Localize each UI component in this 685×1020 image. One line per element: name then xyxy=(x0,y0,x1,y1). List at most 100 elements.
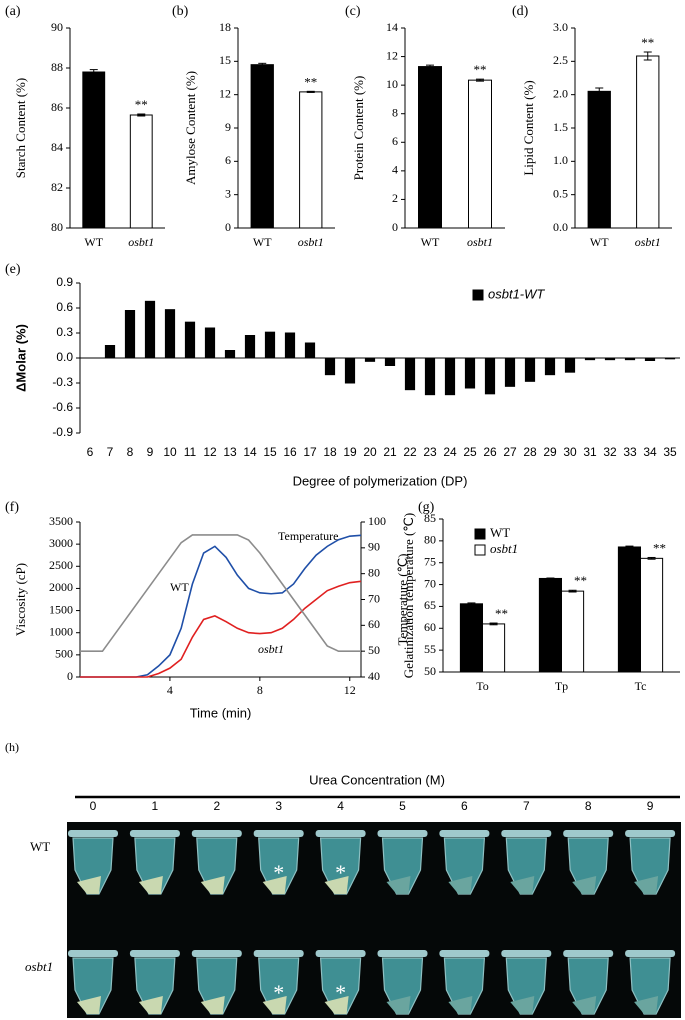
y-tick-label: 9 xyxy=(225,120,231,134)
y2-tick-label: 90 xyxy=(368,540,380,554)
y-tick-label: 12 xyxy=(386,48,398,62)
bar xyxy=(424,357,436,396)
x-tick-label: WT xyxy=(84,235,103,249)
pellet xyxy=(77,876,101,894)
x-tick-label: To xyxy=(476,679,489,693)
y-axis-label: Gelatinization temperature (℃) xyxy=(401,513,416,678)
y-tick-label: 2 xyxy=(392,191,398,205)
concentration-label: 7 xyxy=(523,799,530,813)
pellet xyxy=(138,876,163,894)
concentration-label: 6 xyxy=(461,799,468,813)
y-tick-label: 500 xyxy=(55,647,73,661)
panel-label: (e) xyxy=(5,262,21,277)
pellet xyxy=(200,876,225,894)
pellet xyxy=(510,876,535,894)
tube-cap xyxy=(501,950,552,957)
bar xyxy=(664,357,676,360)
y-tick-label: 3 xyxy=(225,186,231,200)
y2-tick-label: 70 xyxy=(368,591,380,605)
x-tick-label: WT xyxy=(421,235,440,249)
x-tick-label: osbt1 xyxy=(635,235,661,249)
y-tick-label: 0 xyxy=(67,669,73,683)
x-tick-label: osbt1 xyxy=(467,235,493,249)
x-tick-label: 30 xyxy=(563,445,577,459)
series-label: WT xyxy=(170,580,189,594)
pellet xyxy=(634,876,659,894)
x-tick-label: Tp xyxy=(555,679,568,693)
y-tick-label: 15 xyxy=(219,53,231,67)
x-tick-label: 21 xyxy=(383,445,397,459)
tube-cap xyxy=(315,950,366,957)
bar xyxy=(524,357,536,382)
bar xyxy=(464,357,476,389)
bar xyxy=(482,623,506,673)
line-series xyxy=(80,580,362,678)
y-tick-label: 0 xyxy=(225,220,231,234)
legend-label: osbt1-WT xyxy=(488,286,545,301)
x-tick-label: 29 xyxy=(543,445,557,459)
y-tick-label: 86 xyxy=(51,100,63,114)
bar xyxy=(344,357,356,384)
bar xyxy=(640,557,664,673)
x-tick-label: 19 xyxy=(343,445,357,459)
panel-label: (a) xyxy=(5,4,21,19)
x-tick-label: WT xyxy=(253,235,272,249)
y-tick-label: 65 xyxy=(424,598,436,612)
y2-tick-label: 80 xyxy=(368,565,380,579)
pellet xyxy=(324,996,349,1014)
significance: ** xyxy=(641,35,654,50)
tube-cap xyxy=(501,830,552,837)
y-tick-label: 10 xyxy=(386,77,398,91)
x-tick-label: 20 xyxy=(363,445,377,459)
bar xyxy=(144,300,156,359)
x-tick-label: 17 xyxy=(303,445,317,459)
tube-cap xyxy=(439,830,490,837)
bar xyxy=(124,310,136,359)
panel-label: (c) xyxy=(345,4,361,19)
bar xyxy=(364,357,376,362)
bar xyxy=(468,79,492,229)
bar xyxy=(129,114,153,229)
significance: ** xyxy=(574,573,587,588)
concentration-label: 8 xyxy=(585,799,592,813)
bar xyxy=(284,332,296,359)
x-tick-label: 16 xyxy=(283,445,297,459)
pellet xyxy=(386,876,411,894)
tube-cap xyxy=(68,950,118,957)
y-tick-label: 0.0 xyxy=(553,220,568,234)
tube-cap xyxy=(625,830,676,837)
concentration-label: 0 xyxy=(90,799,97,813)
panel-label: (h) xyxy=(5,740,19,754)
concentration-label: 3 xyxy=(275,799,282,813)
tube-cap xyxy=(129,830,180,837)
series-label: Temperature xyxy=(278,529,338,543)
bar xyxy=(484,357,496,395)
x-tick-label: 28 xyxy=(523,445,537,459)
y-tick-label: 1.0 xyxy=(553,153,568,167)
bar xyxy=(444,357,456,396)
y-axis-label: ΔMolar (%) xyxy=(13,324,28,392)
y-tick-label: 14 xyxy=(386,20,398,34)
y-tick-label: 80 xyxy=(51,220,63,234)
bar xyxy=(104,345,116,359)
y-tick-label: 70 xyxy=(424,576,436,590)
x-tick-label: 33 xyxy=(623,445,637,459)
tube-cap xyxy=(315,830,366,837)
y-tick-label: 2.5 xyxy=(553,53,568,67)
tube-cap xyxy=(563,830,614,837)
y-tick-label: 3500 xyxy=(49,514,73,528)
y-tick-label: 6 xyxy=(225,153,231,167)
bar xyxy=(304,342,316,359)
bar xyxy=(624,357,636,361)
panel-label: (g) xyxy=(418,500,435,515)
tube-cap xyxy=(191,950,242,957)
pellet xyxy=(448,876,473,894)
bar xyxy=(324,357,336,376)
bar xyxy=(617,546,642,673)
y-tick-label: 90 xyxy=(51,20,63,34)
bar xyxy=(459,603,484,673)
y-axis-label: Viscosity (cP) xyxy=(13,563,28,636)
x-tick-label: osbt1 xyxy=(298,235,324,249)
pellet xyxy=(138,996,163,1014)
